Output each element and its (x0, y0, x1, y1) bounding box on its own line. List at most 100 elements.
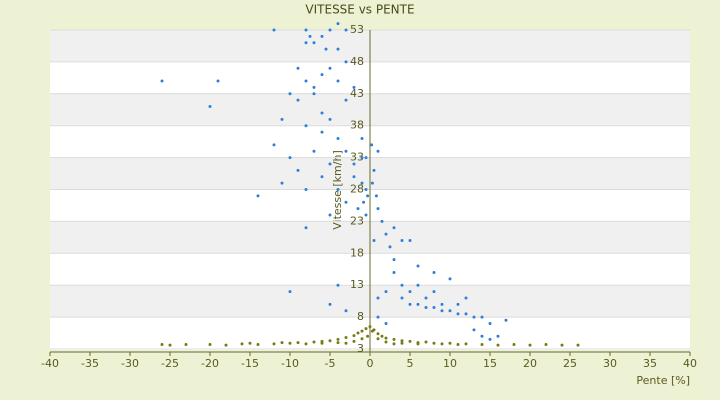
point (374, 194, 378, 198)
point (528, 343, 532, 347)
point (384, 321, 388, 325)
x-tick-label: 40 (683, 357, 697, 370)
point (424, 340, 428, 344)
point (328, 117, 332, 121)
point (256, 194, 260, 198)
point (272, 342, 276, 346)
x-tick-label: 10 (443, 357, 457, 370)
point (328, 302, 332, 306)
y-tick-label: 33 (350, 151, 364, 164)
point (456, 312, 460, 316)
point (280, 117, 284, 121)
point (408, 290, 412, 294)
point (432, 341, 436, 345)
point (352, 85, 356, 89)
point (416, 302, 420, 306)
y-tick-label: 28 (350, 183, 364, 196)
point (280, 341, 284, 345)
y-tick-label: 13 (350, 278, 364, 291)
point (312, 41, 316, 45)
point (344, 98, 348, 102)
point (416, 264, 420, 268)
y-tick-label: 23 (350, 214, 364, 227)
point (296, 98, 300, 102)
point (400, 283, 404, 287)
point (456, 343, 460, 347)
point (448, 277, 452, 281)
point (504, 318, 508, 322)
point (380, 219, 384, 223)
point (184, 343, 188, 347)
point (464, 312, 468, 316)
point (472, 328, 476, 332)
point (288, 156, 292, 160)
point (312, 92, 316, 96)
point (324, 47, 328, 51)
x-tick-label: 35 (643, 357, 657, 370)
point (280, 181, 284, 185)
point (400, 341, 404, 345)
point (356, 207, 360, 211)
point (376, 296, 380, 300)
point (480, 343, 484, 347)
point (432, 290, 436, 294)
point (312, 85, 316, 89)
x-tick-label: -25 (161, 357, 179, 370)
point (304, 124, 308, 128)
point (448, 341, 452, 345)
point (288, 92, 292, 96)
point (576, 343, 580, 347)
point (328, 28, 332, 32)
point (320, 111, 324, 115)
x-tick-label: -40 (41, 357, 59, 370)
point (408, 239, 412, 243)
point (352, 175, 356, 179)
x-tick-label: -15 (241, 357, 259, 370)
point (392, 258, 396, 262)
point (376, 337, 380, 341)
point (344, 200, 348, 204)
point (432, 270, 436, 274)
point (360, 181, 364, 185)
point (312, 340, 316, 344)
point (364, 327, 368, 331)
x-tick-label: -10 (281, 357, 299, 370)
point (272, 28, 276, 32)
point (400, 239, 404, 243)
point (256, 343, 260, 347)
point (364, 188, 368, 191)
point (400, 339, 404, 343)
x-tick-label: 30 (603, 357, 617, 370)
point (380, 334, 384, 338)
point (304, 41, 308, 45)
x-tick-label: 5 (407, 357, 414, 370)
point (384, 336, 388, 340)
point (376, 149, 380, 153)
x-tick-label: -5 (325, 357, 336, 370)
y-tick-label: 43 (350, 87, 364, 100)
point (320, 175, 324, 179)
x-tick-label: -35 (81, 357, 99, 370)
x-tick-label: 25 (563, 357, 577, 370)
point (496, 334, 500, 338)
x-tick-label: -30 (121, 357, 139, 370)
point (360, 156, 364, 160)
point (440, 342, 444, 346)
point (362, 200, 366, 204)
point (312, 149, 316, 153)
y-tick-label: 3 (357, 342, 364, 355)
point (224, 343, 228, 347)
point (336, 79, 340, 83)
point (424, 306, 428, 310)
point (336, 22, 340, 26)
point (336, 341, 340, 345)
point (160, 343, 164, 347)
point (304, 226, 308, 230)
point (208, 105, 212, 109)
point (440, 309, 444, 313)
x-tick-label: 15 (483, 357, 497, 370)
point (360, 136, 364, 140)
point (288, 290, 292, 294)
y-tick-label: 8 (357, 310, 364, 323)
point (328, 66, 332, 70)
